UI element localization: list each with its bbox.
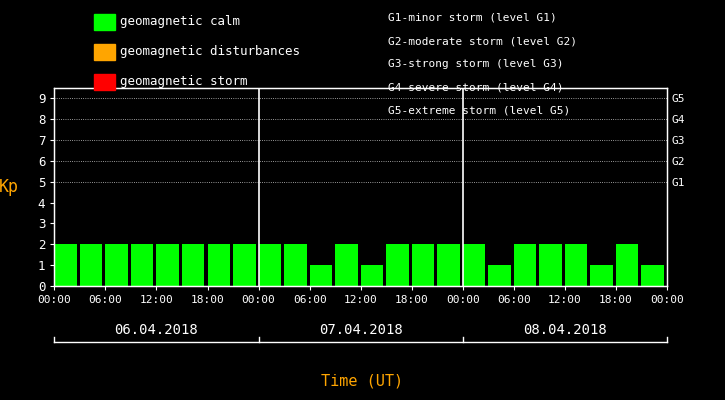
- Bar: [489, 265, 511, 286]
- Text: geomagnetic storm: geomagnetic storm: [120, 76, 247, 88]
- Bar: [386, 244, 409, 286]
- Text: Kp: Kp: [0, 178, 19, 196]
- Text: 07.04.2018: 07.04.2018: [319, 323, 402, 337]
- Bar: [412, 244, 434, 286]
- Bar: [157, 244, 179, 286]
- Text: Time (UT): Time (UT): [321, 373, 404, 388]
- Bar: [616, 244, 639, 286]
- Bar: [565, 244, 587, 286]
- Text: G2-moderate storm (level G2): G2-moderate storm (level G2): [388, 36, 577, 46]
- Text: G4-severe storm (level G4): G4-severe storm (level G4): [388, 83, 563, 93]
- Bar: [182, 244, 204, 286]
- Bar: [590, 265, 613, 286]
- Bar: [514, 244, 536, 286]
- Text: geomagnetic disturbances: geomagnetic disturbances: [120, 46, 299, 58]
- Bar: [539, 244, 562, 286]
- Text: geomagnetic calm: geomagnetic calm: [120, 16, 240, 28]
- Bar: [642, 265, 664, 286]
- Bar: [54, 244, 77, 286]
- Bar: [284, 244, 307, 286]
- Bar: [259, 244, 281, 286]
- Text: 06.04.2018: 06.04.2018: [115, 323, 199, 337]
- Bar: [233, 244, 255, 286]
- Bar: [207, 244, 230, 286]
- Text: G5-extreme storm (level G5): G5-extreme storm (level G5): [388, 106, 570, 116]
- Bar: [131, 244, 154, 286]
- Text: G1-minor storm (level G1): G1-minor storm (level G1): [388, 13, 557, 23]
- Bar: [335, 244, 357, 286]
- Bar: [360, 265, 383, 286]
- Bar: [310, 265, 332, 286]
- Text: 08.04.2018: 08.04.2018: [523, 323, 607, 337]
- Bar: [463, 244, 485, 286]
- Text: G3-strong storm (level G3): G3-strong storm (level G3): [388, 60, 563, 70]
- Bar: [105, 244, 128, 286]
- Bar: [437, 244, 460, 286]
- Bar: [80, 244, 102, 286]
